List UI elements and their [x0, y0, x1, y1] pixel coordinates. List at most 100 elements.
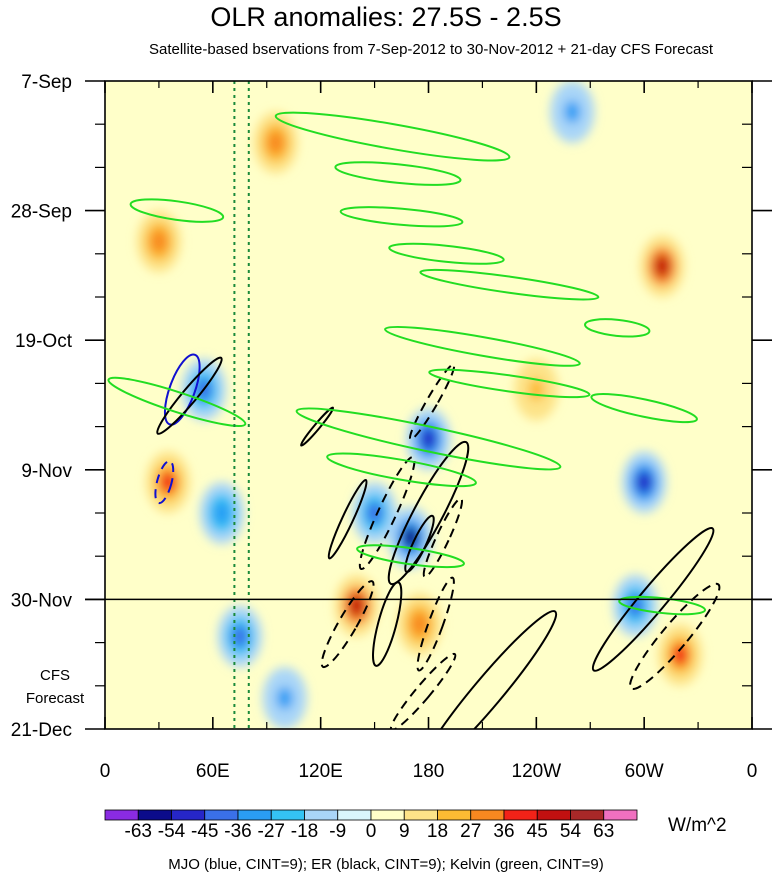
colorbar-swatch	[237, 809, 272, 821]
anomaly-feature-14-level-2	[564, 100, 581, 124]
kelvin-contour-6	[384, 325, 581, 367]
colorbar-label: -27	[258, 821, 285, 842]
colorbar-swatch	[370, 809, 405, 821]
anomaly-feature-2-level-2	[231, 625, 248, 648]
kelvin-contour-7	[428, 368, 591, 399]
colorbar-label: 9	[399, 821, 410, 842]
kelvin-contour-2	[129, 198, 225, 223]
colorbar-swatch	[470, 809, 505, 821]
x-tick-label: 120E	[298, 761, 342, 782]
colorbar-swatch	[171, 809, 206, 821]
er-contour-11	[389, 652, 457, 729]
colorbar-swatch	[137, 809, 172, 821]
anomaly-feature-9-level-2	[411, 612, 428, 636]
er-contour-7	[372, 581, 403, 667]
colorbar-label: 36	[493, 821, 514, 842]
kelvin-contour-8	[295, 407, 562, 471]
y-tick-label: 21-Dec	[11, 720, 72, 741]
kelvin-contour-4	[388, 242, 505, 265]
kelvin-contour-14	[618, 595, 707, 616]
colorbar-label: -36	[224, 821, 251, 842]
colorbar-units: W/m^2	[668, 815, 727, 836]
colorbar-label: -54	[158, 821, 186, 842]
anomaly-feature-8-level-2	[348, 594, 365, 617]
contour-legend-note: MJO (blue, CINT=9); ER (black, CINT=9); …	[168, 856, 604, 873]
colorbar-swatch	[403, 809, 438, 821]
anomaly-feature-6-level-2	[402, 526, 419, 549]
colorbar-label: 27	[460, 821, 481, 842]
x-axis: 0 60E 120E 180 120W 60W 0	[100, 81, 758, 782]
y-tick-label: 7-Sep	[21, 72, 72, 93]
colorbar-label: -18	[291, 821, 318, 842]
colorbar-swatch	[570, 809, 605, 821]
er-contour-6	[320, 580, 375, 669]
colorbar-swatch	[503, 809, 538, 821]
colorbar-swatch	[437, 809, 472, 821]
x-tick-label: 0	[100, 761, 111, 782]
colorbar-label: 63	[593, 821, 614, 842]
kelvin-contour-12	[590, 393, 698, 424]
er-contour-2	[358, 455, 416, 571]
colorbar-label: 45	[527, 821, 548, 842]
colorbar-label: -63	[125, 821, 152, 842]
kelvin-contour-1	[334, 161, 462, 186]
colorbar-swatch	[104, 809, 139, 821]
anomaly-feature-7-level-2	[420, 427, 437, 451]
colorbar-label: -45	[191, 821, 218, 842]
colorbar-label: 0	[366, 821, 377, 842]
colorbar-swatch	[204, 809, 239, 821]
anomaly-feature-16-level-2	[276, 686, 293, 710]
anomaly-feature-12-level-2	[672, 643, 689, 667]
colorbar-swatch	[304, 809, 339, 821]
colorbar-swatch	[337, 809, 372, 821]
x-tick-label: 0	[747, 761, 758, 782]
kelvin-contour-11	[584, 318, 651, 338]
er-contour-9	[408, 363, 456, 441]
colorbar-swatch	[270, 809, 305, 821]
er-contour-14	[629, 582, 721, 691]
anomaly-feature-5-level-2	[366, 501, 383, 525]
colorbar: -63 -54 -45 -36 -27 -18 -9 0 9 18 27 36 45 54 63	[104, 809, 638, 842]
x-tick-label: 60E	[196, 761, 230, 782]
anomaly-feature-3-level-2	[159, 470, 176, 494]
colorbar-label: 54	[560, 821, 582, 842]
colorbar-swatch	[603, 809, 638, 821]
kelvin-contour-3	[339, 206, 464, 228]
y-axis: 7-Sep 28-Sep 19-Oct 9-Nov 30-Nov 21-Dec	[11, 72, 772, 741]
forecast-note-line2: Forecast	[25, 690, 85, 707]
anomaly-feature-11-level-2	[654, 254, 671, 278]
kelvin-contour-13	[356, 544, 465, 569]
anomaly-feature-1-level-2	[213, 501, 230, 525]
reference-longitude-lines	[233, 81, 250, 729]
chart-subtitle: Satellite-based bservations from 7-Sep-2…	[148, 41, 714, 58]
forecast-note: CFS Forecast	[20, 664, 90, 710]
y-tick-label: 28-Sep	[11, 202, 72, 223]
er-contour-10	[300, 406, 335, 447]
er-contour-3	[387, 440, 470, 586]
y-tick-label: 19-Oct	[15, 331, 73, 352]
mjo-contour-1	[154, 460, 175, 505]
anomaly-feature-17-level-2	[528, 378, 545, 401]
anomaly-feature-4-level-2	[150, 230, 167, 253]
er-contour-5	[422, 497, 464, 578]
x-tick-label: 120W	[512, 761, 562, 782]
y-tick-label: 9-Nov	[21, 461, 72, 482]
kelvin-contour-0	[274, 111, 511, 162]
plot-area	[85, 80, 772, 730]
x-tick-label: 180	[413, 761, 445, 782]
mjo-contour-0	[163, 353, 201, 426]
er-contour-8	[416, 576, 455, 672]
y-tick-label: 30-Nov	[11, 590, 73, 611]
er-contour-1	[327, 478, 368, 560]
kelvin-contour-9	[326, 452, 477, 488]
er-contour-0	[156, 356, 223, 435]
colorbar-label: -9	[329, 821, 346, 842]
er-contour-12	[418, 610, 558, 729]
anomaly-feature-15-level-2	[267, 131, 284, 154]
contour-layer	[107, 111, 721, 729]
er-contour-4	[404, 514, 435, 573]
anomaly-feature-10-level-2	[636, 470, 653, 494]
kelvin-contour-10	[107, 376, 247, 428]
chart-title: OLR anomalies: 27.5S - 2.5S	[210, 2, 562, 32]
